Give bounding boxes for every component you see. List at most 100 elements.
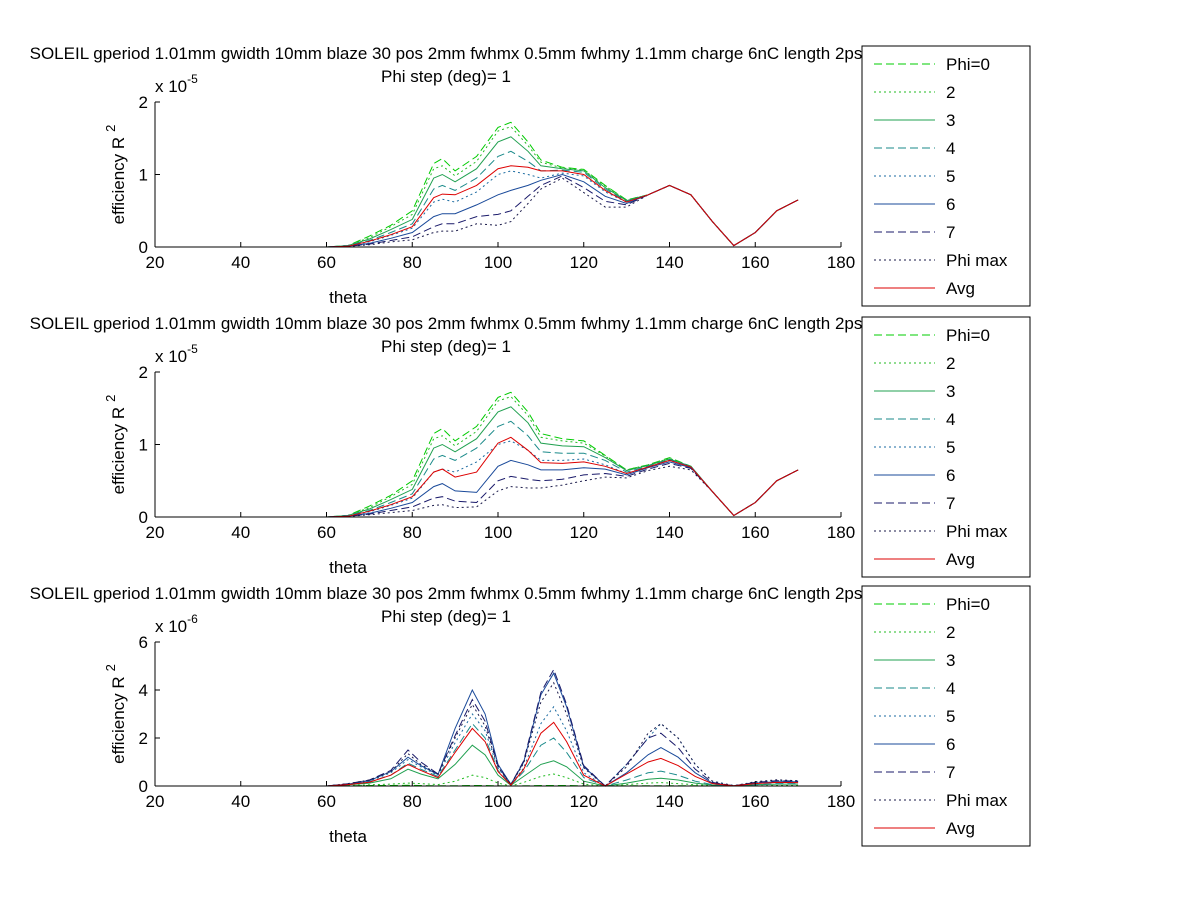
legend-label: Phi=0 [946, 595, 990, 614]
x-tick-label: 20 [146, 792, 165, 811]
legend-label: 7 [946, 223, 955, 242]
chart-subtitle: Phi step (deg)= 1 [381, 337, 511, 356]
series-line-2 [197, 396, 799, 518]
x-tick-label: 140 [655, 523, 683, 542]
x-tick-label: 100 [484, 792, 512, 811]
legend-label: Phi=0 [946, 326, 990, 345]
series-group [197, 121, 799, 248]
y-exponent: x 10-5 [155, 342, 198, 366]
y-tick-label: 0 [139, 508, 148, 527]
legend-label: Avg [946, 819, 975, 838]
y-exponent: x 10-5 [155, 72, 198, 96]
x-tick-label: 160 [741, 523, 769, 542]
chart-panel-1: SOLEIL gperiod 1.01mm gwidth 10mm blaze … [30, 44, 1031, 307]
series-line-6 [197, 459, 799, 518]
legend-label: Phi max [946, 522, 1008, 541]
legend-label: 6 [946, 466, 955, 485]
x-tick-label: 40 [231, 792, 250, 811]
y-exponent-power: -5 [187, 342, 198, 356]
legend-label: 5 [946, 167, 955, 186]
series-line-9 [197, 721, 799, 787]
chart-panel-3: SOLEIL gperiod 1.01mm gwidth 10mm blaze … [30, 584, 1031, 847]
x-tick-label: 40 [231, 523, 250, 542]
series-line-5 [197, 440, 799, 518]
series-line-7 [197, 175, 799, 248]
legend-label: 3 [946, 382, 955, 401]
x-tick-label: 60 [317, 523, 336, 542]
x-tick-label: 60 [317, 792, 336, 811]
x-tick-label: 140 [655, 253, 683, 272]
chart-title: SOLEIL gperiod 1.01mm gwidth 10mm blaze … [30, 44, 863, 63]
series-line-1 [197, 121, 799, 248]
series-line-8 [197, 177, 799, 248]
legend-label: 5 [946, 438, 955, 457]
legend-label: Phi max [946, 251, 1008, 270]
legend-label: 4 [946, 139, 955, 158]
series-line-3 [197, 136, 799, 248]
x-tick-label: 140 [655, 792, 683, 811]
x-tick-label: 100 [484, 523, 512, 542]
y-tick-label: 0 [139, 777, 148, 796]
x-tick-label: 180 [827, 253, 855, 272]
y-tick-label: 2 [139, 363, 148, 382]
series-line-7 [197, 462, 799, 518]
x-axis-label: theta [329, 827, 367, 846]
y-exponent: x 10-6 [155, 612, 198, 636]
series-group [197, 668, 799, 787]
y-exponent-power: -5 [187, 72, 198, 86]
legend-label: 2 [946, 354, 955, 373]
series-line-4 [197, 420, 799, 518]
series-line-5 [197, 705, 799, 787]
legend-label: Avg [946, 550, 975, 569]
series-line-5 [197, 170, 799, 248]
series-line-8 [197, 465, 799, 518]
x-axis-label: theta [329, 558, 367, 577]
legend-label: 3 [946, 111, 955, 130]
legend-label: 7 [946, 763, 955, 782]
series-line-2 [197, 126, 799, 248]
x-tick-label: 100 [484, 253, 512, 272]
legend-label: 2 [946, 83, 955, 102]
x-tick-label: 80 [403, 792, 422, 811]
legend-label: 5 [946, 707, 955, 726]
chart-title: SOLEIL gperiod 1.01mm gwidth 10mm blaze … [30, 584, 863, 603]
chart-subtitle: Phi step (deg)= 1 [381, 607, 511, 626]
legend-label: 2 [946, 623, 955, 642]
legend-label: 3 [946, 651, 955, 670]
y-tick-label: 2 [139, 93, 148, 112]
x-axis-label: theta [329, 288, 367, 307]
y-tick-label: 2 [139, 729, 148, 748]
series-line-9 [197, 436, 799, 518]
x-tick-label: 120 [570, 523, 598, 542]
legend-label: 7 [946, 494, 955, 513]
chart-title: SOLEIL gperiod 1.01mm gwidth 10mm blaze … [30, 314, 863, 333]
legend-label: 4 [946, 679, 955, 698]
y-axis-label: efficiency R2 [103, 395, 128, 495]
legend: Phi=0 2 3 4 5 6 7 Phi max Avg [861, 45, 1031, 307]
x-tick-label: 120 [570, 253, 598, 272]
y-exponent-power: -6 [187, 612, 198, 626]
x-tick-label: 160 [741, 792, 769, 811]
series-line-6 [197, 173, 799, 248]
legend-label: Phi=0 [946, 55, 990, 74]
x-tick-label: 40 [231, 253, 250, 272]
x-tick-label: 180 [827, 792, 855, 811]
series-line-9 [197, 165, 799, 248]
y-tick-label: 0 [139, 238, 148, 257]
series-group [197, 391, 799, 518]
series-line-2 [197, 773, 799, 787]
series-line-3 [197, 406, 799, 518]
series-line-4 [197, 150, 799, 248]
legend-label: 4 [946, 410, 955, 429]
series-line-1 [197, 391, 799, 518]
x-tick-label: 120 [570, 792, 598, 811]
x-tick-label: 20 [146, 253, 165, 272]
x-tick-label: 80 [403, 253, 422, 272]
y-exponent-base: x 10 [155, 347, 187, 366]
legend: Phi=0 2 3 4 5 6 7 Phi max Avg [861, 585, 1031, 847]
y-exponent-base: x 10 [155, 617, 187, 636]
y-exponent-base: x 10 [155, 77, 187, 96]
series-line-8 [197, 681, 799, 787]
y-tick-label: 4 [139, 681, 148, 700]
